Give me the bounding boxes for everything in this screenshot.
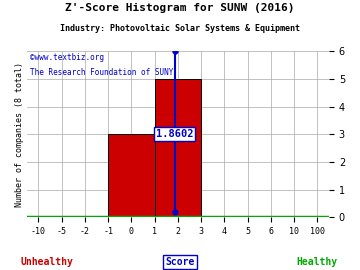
Bar xyxy=(108,134,155,217)
Text: 1.8602: 1.8602 xyxy=(156,129,193,139)
Text: Industry: Photovoltaic Solar Systems & Equipment: Industry: Photovoltaic Solar Systems & E… xyxy=(60,24,300,33)
Text: Healthy: Healthy xyxy=(296,257,337,267)
Text: Score: Score xyxy=(165,257,195,267)
Text: ©www.textbiz.org: ©www.textbiz.org xyxy=(30,53,104,62)
Text: Unhealthy: Unhealthy xyxy=(21,257,73,267)
Text: Z'-Score Histogram for SUNW (2016): Z'-Score Histogram for SUNW (2016) xyxy=(65,3,295,13)
Bar xyxy=(155,79,201,217)
Y-axis label: Number of companies (8 total): Number of companies (8 total) xyxy=(15,62,24,207)
Text: The Research Foundation of SUNY: The Research Foundation of SUNY xyxy=(30,68,173,77)
